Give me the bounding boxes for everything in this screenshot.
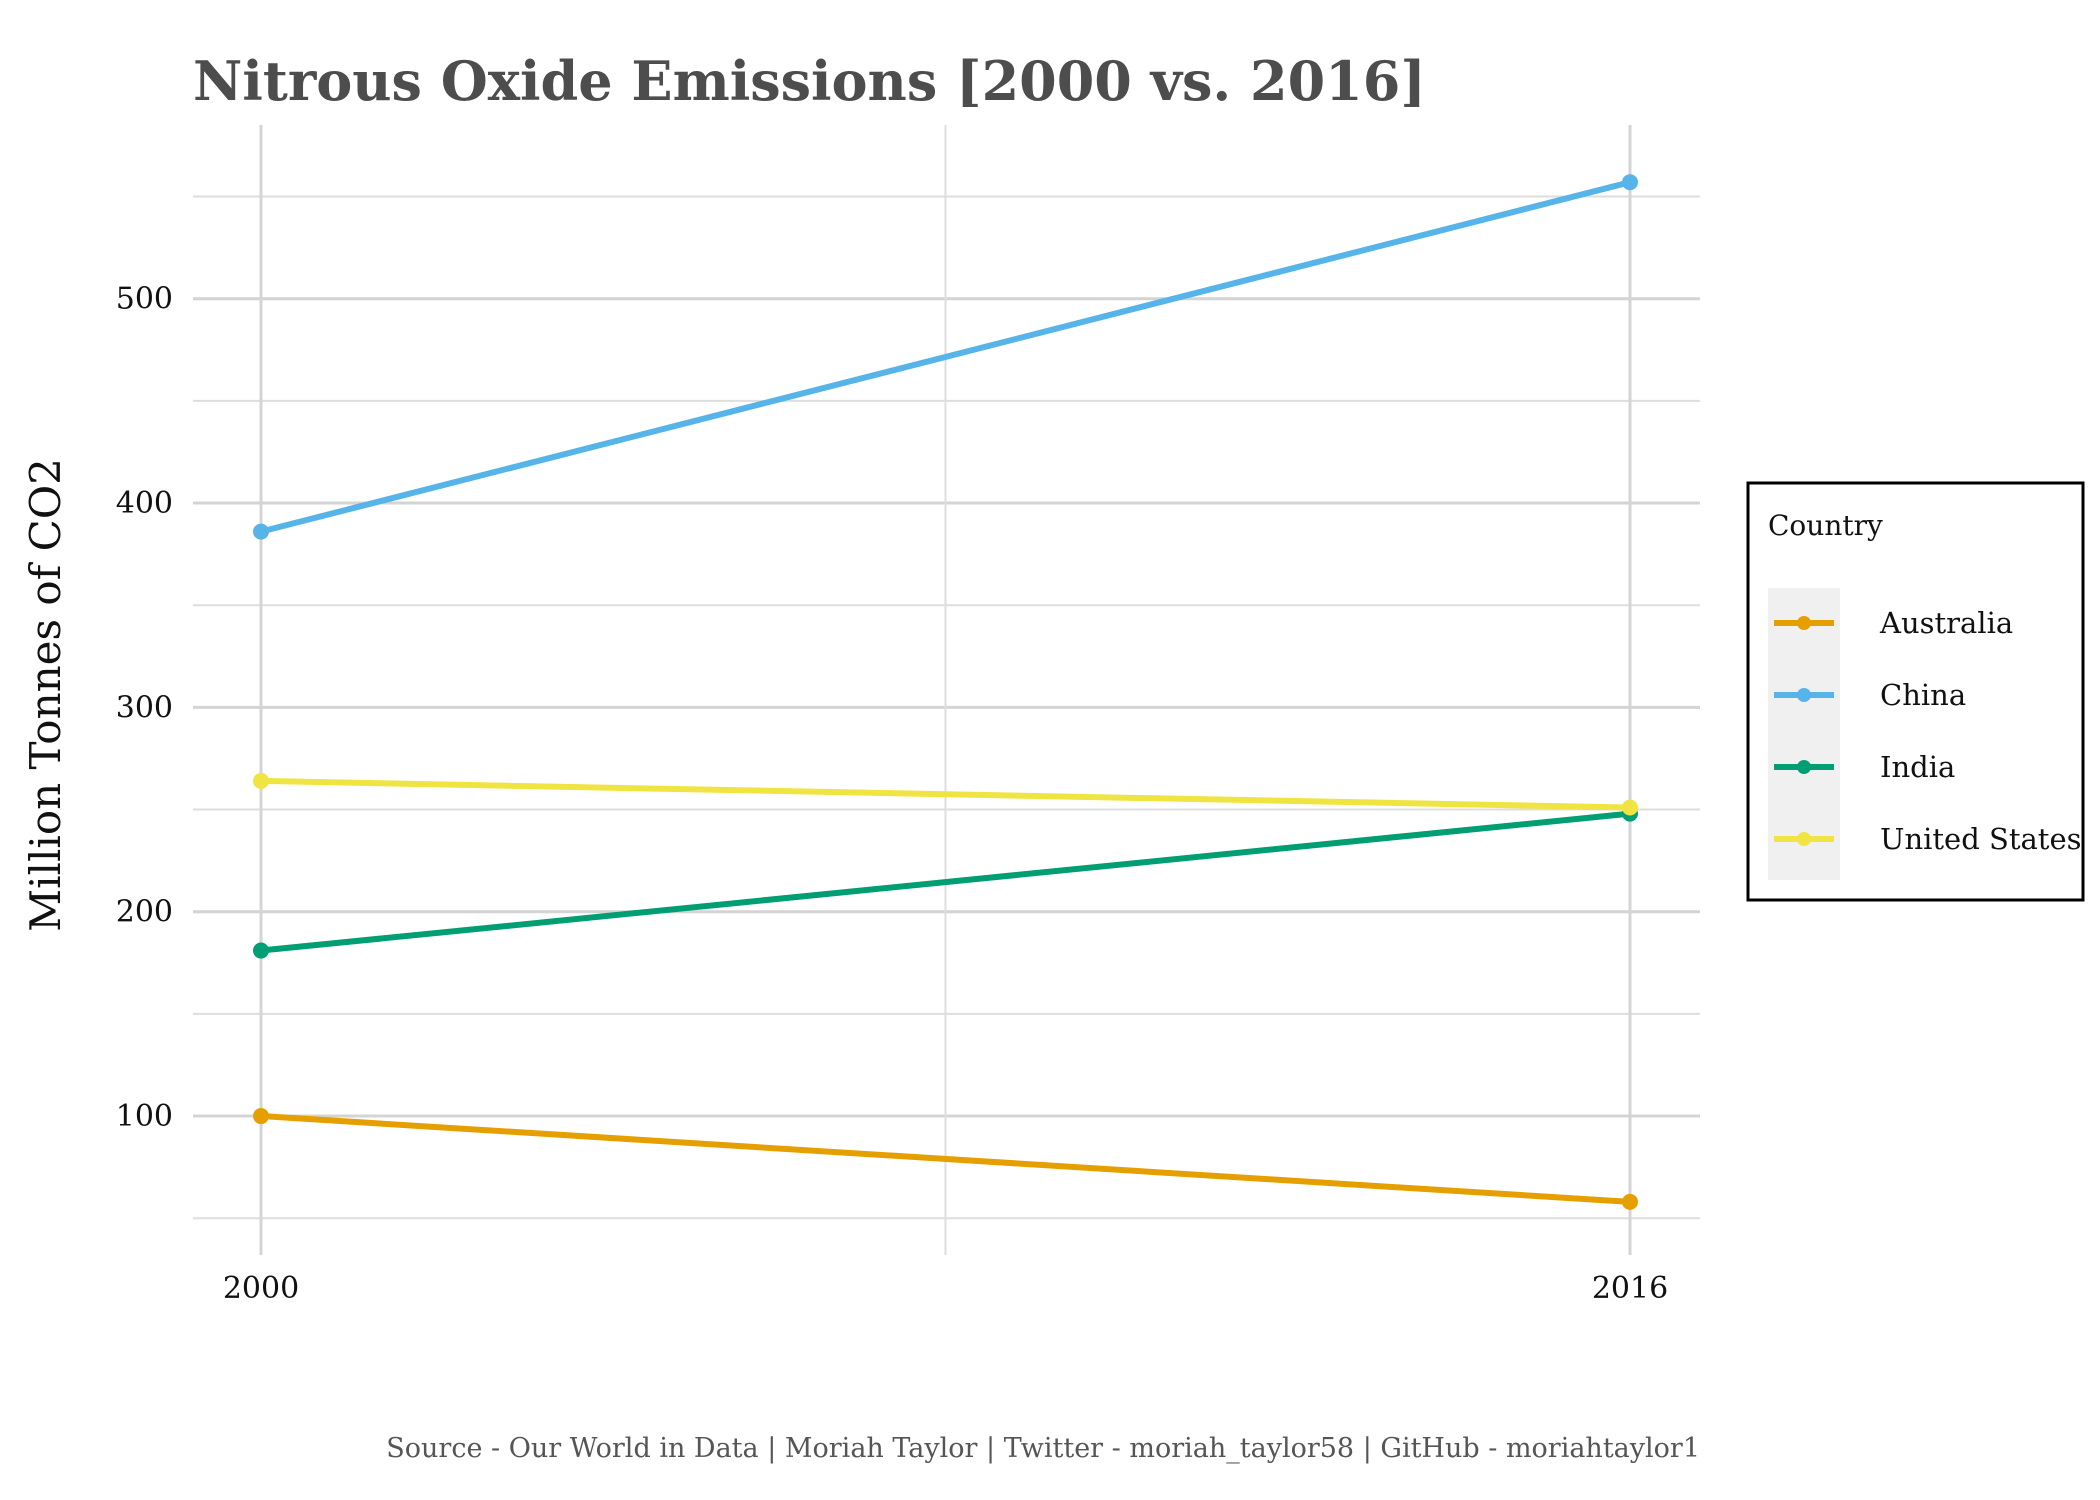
series-line [258, 777, 1633, 811]
x-tick-label: 2000 [223, 1271, 299, 1306]
legend-swatch-point [1797, 616, 1811, 630]
data-point [1622, 174, 1638, 191]
data-point [253, 1108, 269, 1125]
legend-title: Country [1768, 509, 1883, 542]
legend-items: Australia China India United States [1774, 606, 2082, 856]
y-tick-label: 100 [116, 1099, 173, 1134]
x-axis-ticks: 2000 2016 [223, 1271, 1668, 1306]
series-china [253, 174, 1638, 540]
data-point [1622, 799, 1638, 816]
data-point [253, 772, 269, 789]
legend-swatch-point [1797, 832, 1811, 846]
legend-label: Australia [1879, 606, 2013, 640]
y-axis-label: Million Tonnes of CO2 [21, 458, 70, 932]
series-layer [253, 174, 1638, 1210]
y-tick-label: 500 [116, 282, 173, 317]
x-tick-label: 2016 [1592, 1271, 1668, 1306]
y-tick-label: 400 [116, 486, 173, 521]
data-point [253, 942, 269, 959]
legend-swatch-point [1797, 688, 1811, 702]
series-line [258, 1113, 1633, 1205]
data-point [253, 523, 269, 540]
series-line [258, 810, 1633, 954]
legend-item: China [1774, 678, 1966, 712]
legend-label: United States [1880, 822, 2082, 856]
legend-item: India [1774, 750, 1955, 784]
legend-swatch-point [1797, 760, 1811, 774]
y-tick-label: 200 [116, 895, 173, 930]
legend-label: China [1880, 678, 1966, 712]
grid [193, 125, 1700, 1255]
legend-key-background [1768, 588, 1840, 880]
legend-item: Australia [1774, 606, 2013, 640]
legend: Country Australia China India United States [1746, 481, 2085, 902]
chart-caption: Source - Our World in Data | Moriah Tayl… [386, 1433, 1700, 1464]
series-australia [253, 1108, 1638, 1210]
series-line [258, 179, 1633, 535]
y-tick-label: 300 [116, 690, 173, 725]
y-axis-ticks: 100 200 300 400 500 [116, 282, 173, 1134]
legend-label: India [1880, 750, 1955, 784]
data-point [1622, 1193, 1638, 1210]
chart-title: Nitrous Oxide Emissions [2000 vs. 2016] [193, 49, 1426, 113]
legend-item: United States [1774, 822, 2082, 856]
series-united-states [253, 772, 1638, 816]
